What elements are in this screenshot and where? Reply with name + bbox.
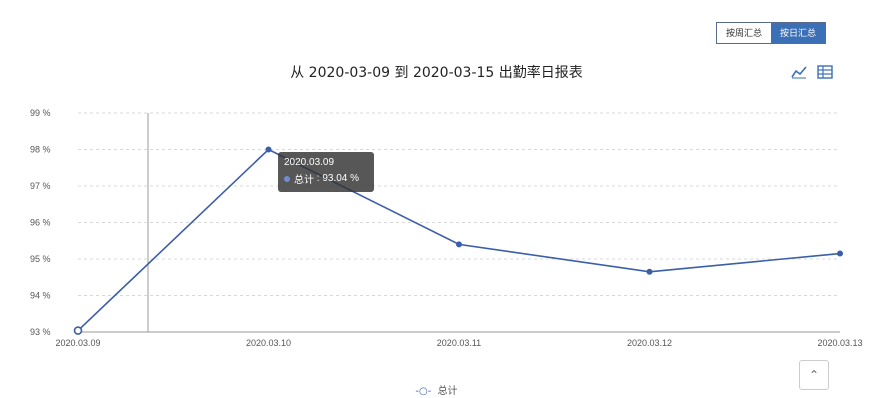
y-tick-label: 99 % (30, 108, 51, 118)
data-point (837, 250, 843, 257)
x-tick-label: 2020.03.13 (817, 338, 862, 348)
chart-toolbox (791, 65, 833, 79)
x-tick-label: 2020.03.09 (55, 338, 100, 348)
y-tick-label: 95 % (30, 254, 51, 264)
data-point (73, 326, 83, 335)
y-tick-label: 94 % (30, 291, 51, 301)
weekly-summary-button[interactable]: 按周汇总 (716, 23, 771, 43)
data-view-icon[interactable] (817, 65, 833, 79)
x-tick-label: 2020.03.10 (246, 338, 291, 348)
x-tick-label: 2020.03.12 (627, 338, 672, 348)
tooltip-series-dot (284, 175, 290, 182)
y-tick-label: 93 % (30, 327, 51, 337)
data-point (456, 241, 462, 248)
data-point (646, 268, 653, 275)
y-tick-label: 96 % (30, 218, 51, 228)
tooltip-title: 2020.03.09 (284, 157, 335, 168)
scroll-top-button[interactable]: ⌃ (799, 360, 829, 390)
summary-toggle: 按周汇总 按日汇总 (715, 22, 826, 44)
legend-series-label: 总计 (437, 386, 458, 397)
x-tick-label: 2020.03.11 (437, 338, 481, 348)
series-line (77, 148, 841, 332)
y-tick-label: 97 % (30, 181, 51, 191)
tooltip-value: 93.04 % (322, 173, 360, 184)
legend-line-marker-icon: -○- (415, 386, 432, 397)
chart-title: 从 2020-03-09 到 2020-03-15 出勤率日报表 (290, 65, 583, 81)
tooltip-series-name: 总计 (294, 175, 314, 186)
daily-summary-button[interactable]: 按日汇总 (770, 23, 825, 43)
y-tick-label: 98 % (30, 145, 51, 155)
chart-legend[interactable]: -○- 总计 (0, 382, 873, 397)
data-point (265, 146, 272, 153)
tooltip-separator: : (314, 173, 323, 184)
chevron-up-icon: ⌃ (808, 368, 820, 382)
chart-card: 按周汇总 按日汇总 (10, 10, 862, 392)
chart-tooltip: 2020.03.09 总计 : 93.04 % (278, 152, 374, 192)
line-chart-switch-icon[interactable] (791, 65, 807, 79)
